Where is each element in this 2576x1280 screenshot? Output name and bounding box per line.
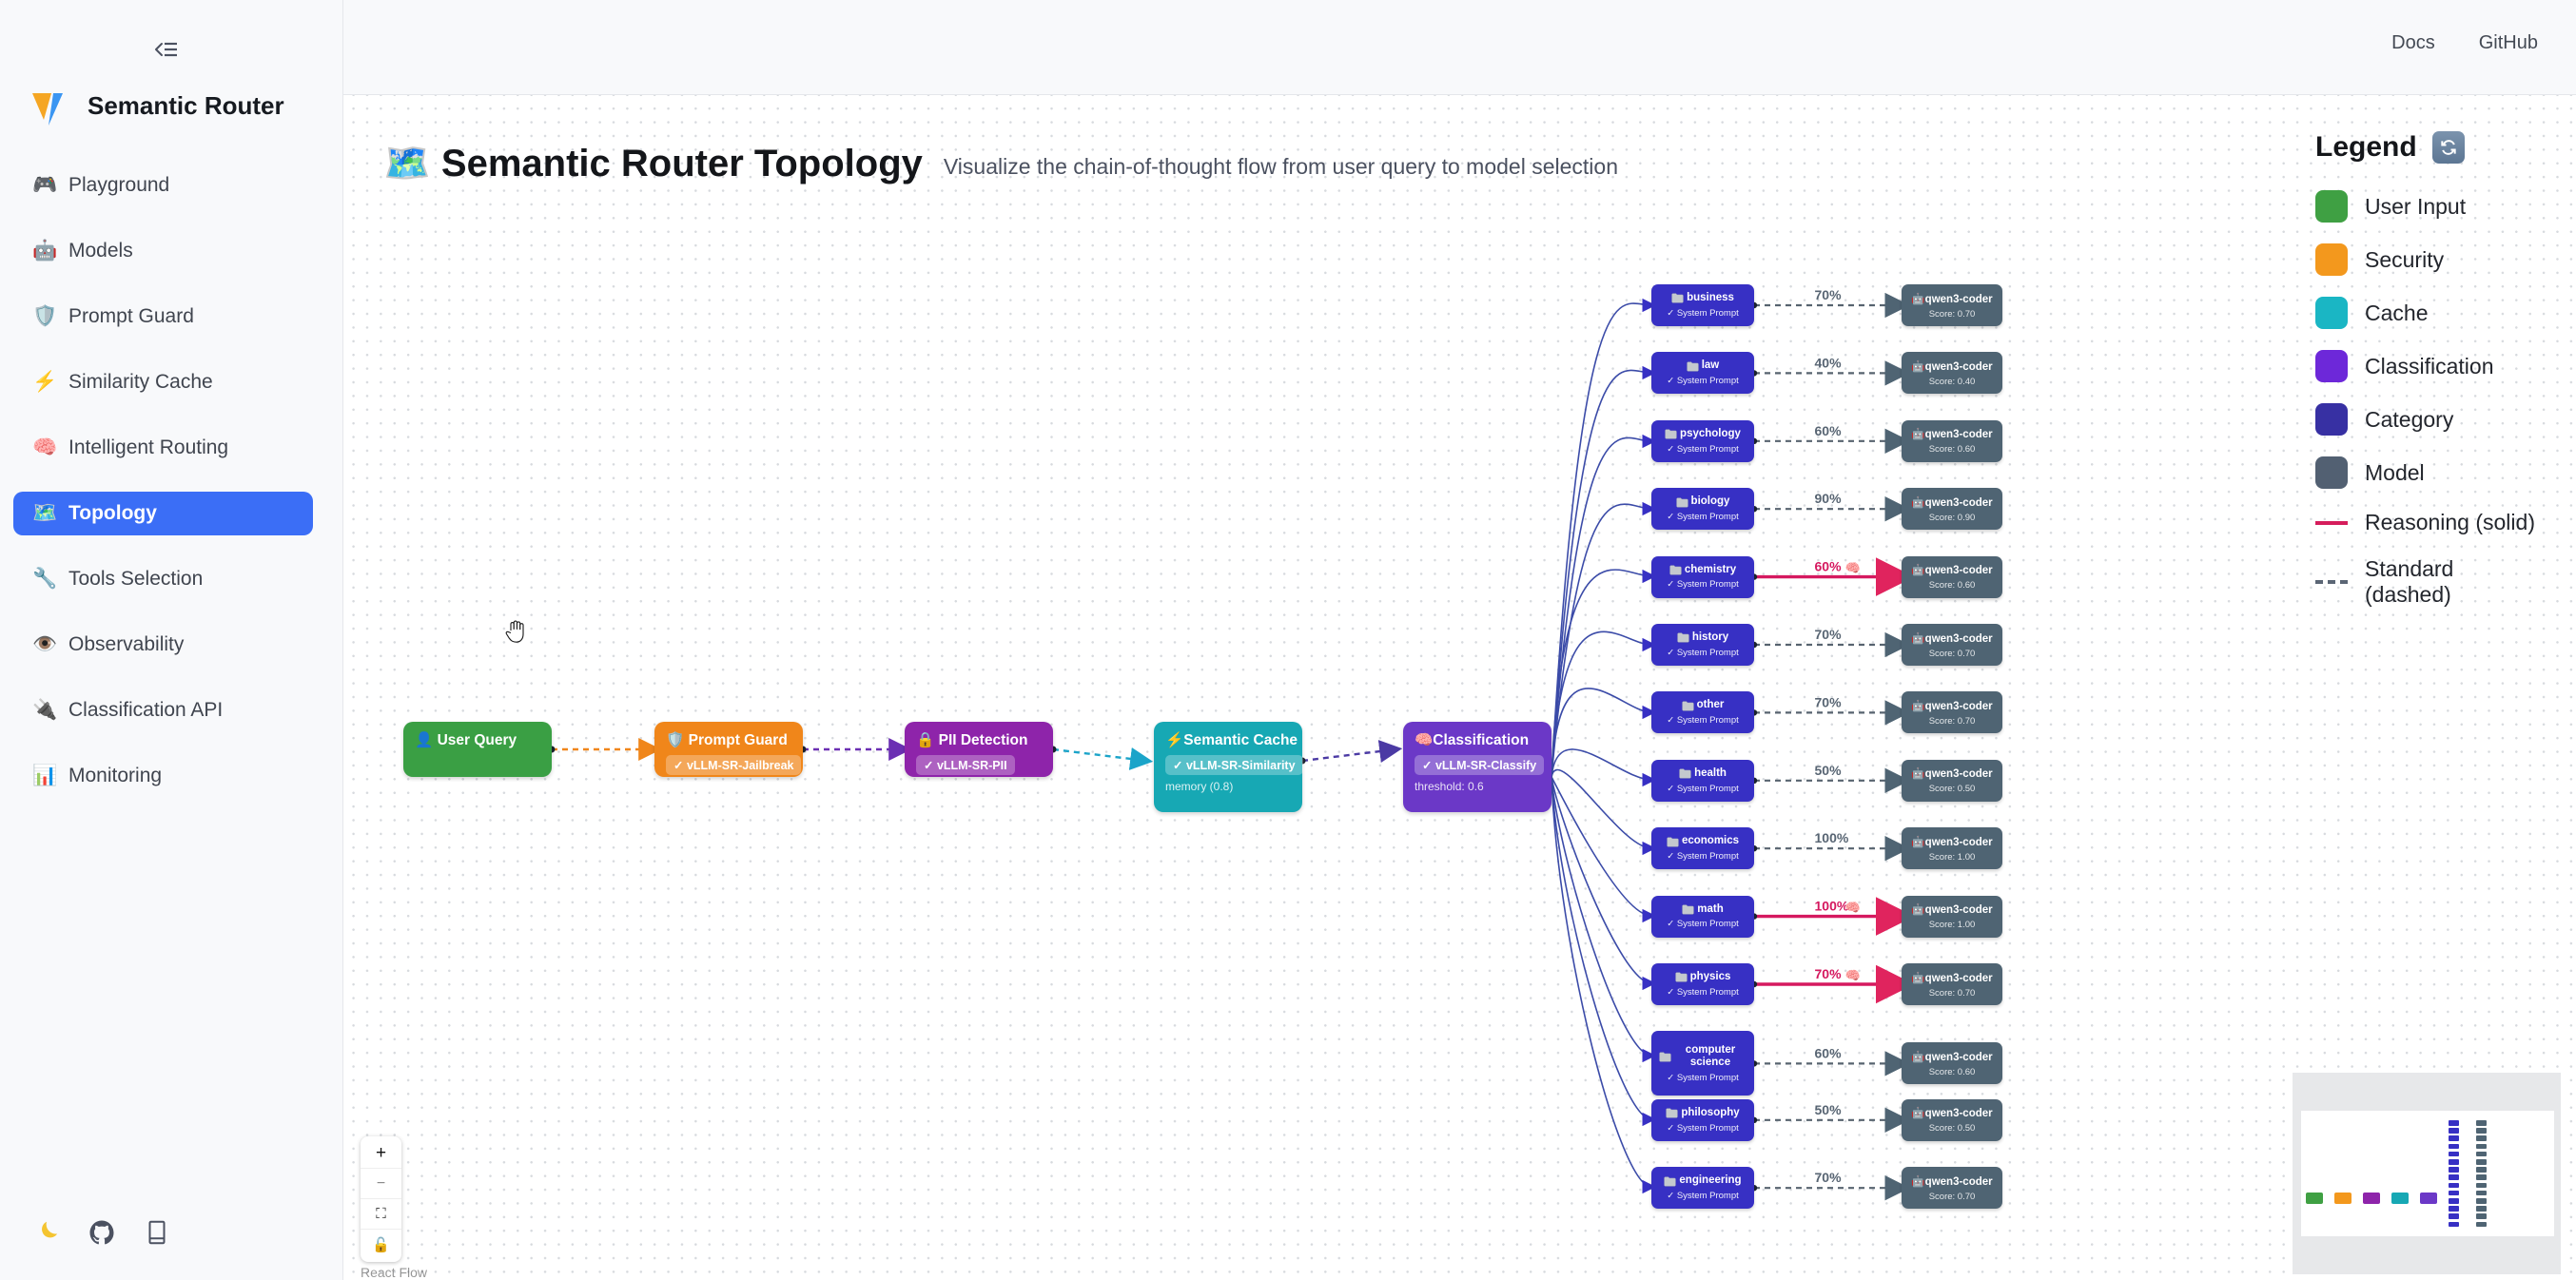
- svg-text:100%: 100%: [1815, 899, 1849, 914]
- svg-text:100%: 100%: [1815, 830, 1849, 845]
- svg-text:70%: 70%: [1815, 694, 1843, 709]
- svg-text:90%: 90%: [1815, 491, 1843, 506]
- svg-text:70%: 70%: [1815, 966, 1843, 981]
- svg-text:🧠: 🧠: [1845, 901, 1861, 915]
- svg-text:70%: 70%: [1815, 627, 1843, 642]
- svg-text:🧠: 🧠: [1845, 968, 1861, 982]
- svg-text:🧠: 🧠: [1845, 561, 1861, 575]
- svg-text:40%: 40%: [1815, 355, 1843, 370]
- svg-text:60%: 60%: [1815, 1045, 1843, 1060]
- svg-text:50%: 50%: [1815, 1102, 1843, 1117]
- svg-text:70%: 70%: [1815, 1170, 1843, 1185]
- svg-text:60%: 60%: [1815, 559, 1843, 574]
- svg-text:50%: 50%: [1815, 763, 1843, 778]
- svg-text:60%: 60%: [1815, 423, 1843, 438]
- svg-text:70%: 70%: [1815, 287, 1843, 302]
